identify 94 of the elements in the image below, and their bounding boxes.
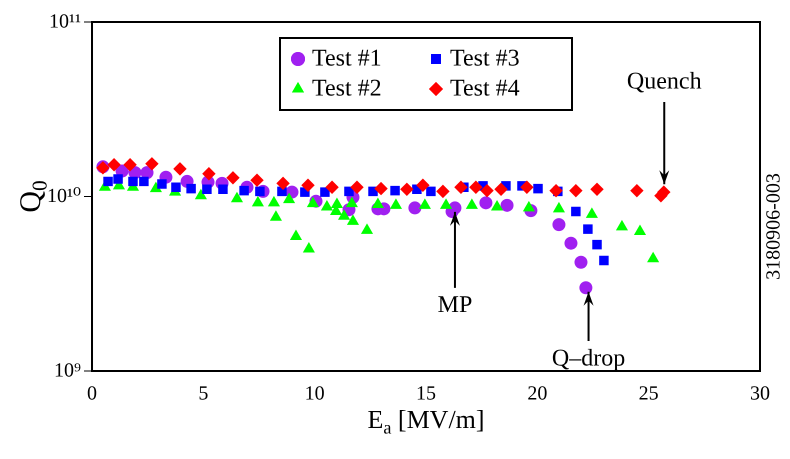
point bbox=[320, 187, 330, 197]
point bbox=[361, 224, 373, 234]
point bbox=[276, 176, 290, 190]
point bbox=[436, 184, 450, 198]
point bbox=[103, 176, 113, 186]
point bbox=[372, 198, 384, 208]
point bbox=[416, 178, 430, 192]
point bbox=[252, 196, 264, 206]
point bbox=[586, 208, 598, 218]
point bbox=[326, 180, 339, 194]
point bbox=[139, 176, 149, 186]
point bbox=[374, 182, 388, 196]
point bbox=[500, 198, 514, 212]
point bbox=[202, 167, 216, 180]
point bbox=[469, 180, 482, 194]
point bbox=[307, 197, 319, 208]
point bbox=[426, 186, 436, 196]
point bbox=[124, 158, 137, 172]
point bbox=[408, 201, 422, 214]
point bbox=[173, 162, 186, 176]
annotation: Quench bbox=[626, 68, 702, 94]
point bbox=[533, 184, 543, 194]
legend-label: Test #3 bbox=[450, 45, 520, 72]
point bbox=[226, 171, 240, 184]
text: 3180906-003 bbox=[762, 173, 784, 280]
point bbox=[574, 256, 588, 269]
point bbox=[202, 184, 212, 194]
point bbox=[113, 174, 123, 184]
point bbox=[108, 158, 121, 172]
point bbox=[157, 179, 167, 189]
point bbox=[440, 198, 452, 209]
x-tick-label: 20 bbox=[527, 382, 548, 404]
point bbox=[569, 184, 582, 198]
point bbox=[346, 197, 358, 208]
point bbox=[283, 193, 295, 204]
point bbox=[347, 214, 359, 225]
point bbox=[553, 202, 565, 212]
point bbox=[400, 182, 414, 196]
x-tick-label: 5 bbox=[198, 382, 208, 404]
point bbox=[552, 218, 566, 232]
point bbox=[195, 189, 207, 200]
point bbox=[630, 184, 644, 198]
point bbox=[564, 236, 578, 250]
annotation: MP bbox=[438, 292, 472, 318]
point bbox=[479, 196, 492, 210]
point bbox=[218, 184, 228, 194]
point bbox=[145, 157, 158, 170]
point bbox=[523, 201, 535, 212]
point bbox=[466, 198, 478, 209]
point bbox=[268, 196, 280, 206]
point bbox=[583, 224, 593, 234]
point bbox=[599, 256, 609, 266]
x-tick-label: 30 bbox=[750, 382, 770, 404]
point bbox=[454, 180, 468, 194]
point bbox=[390, 186, 400, 196]
point bbox=[344, 186, 354, 196]
legend-label: Test #4 bbox=[450, 75, 520, 102]
y-tick-label: 10¹¹ bbox=[49, 10, 82, 32]
point bbox=[419, 198, 431, 209]
point bbox=[616, 220, 628, 230]
point bbox=[301, 178, 314, 192]
point bbox=[550, 184, 563, 198]
point bbox=[270, 210, 282, 221]
point bbox=[579, 281, 592, 294]
legend-label: Test #1 bbox=[312, 45, 382, 72]
point bbox=[390, 198, 402, 209]
point bbox=[171, 182, 181, 192]
point bbox=[128, 176, 138, 186]
annotation: Q–drop bbox=[552, 345, 626, 372]
point bbox=[239, 186, 249, 196]
x-tick-label: 25 bbox=[638, 382, 659, 404]
point bbox=[590, 182, 604, 196]
legend-label: Test #2 bbox=[312, 75, 382, 102]
point bbox=[331, 198, 343, 208]
point bbox=[520, 180, 534, 194]
point bbox=[350, 180, 364, 194]
point bbox=[186, 184, 196, 194]
point bbox=[480, 184, 494, 198]
point bbox=[647, 252, 659, 262]
point bbox=[338, 210, 350, 220]
point bbox=[250, 174, 264, 187]
x-tick-label: 15 bbox=[416, 382, 436, 404]
point bbox=[494, 182, 508, 196]
point bbox=[290, 230, 302, 240]
point bbox=[571, 206, 581, 216]
point bbox=[303, 242, 315, 253]
y-tick-label: 10⁹ bbox=[54, 359, 82, 382]
point bbox=[634, 225, 646, 236]
x-tick-label: 0 bbox=[87, 382, 98, 404]
x-tick-label: 10 bbox=[304, 382, 325, 404]
point bbox=[321, 200, 333, 211]
point bbox=[231, 192, 243, 202]
point bbox=[592, 240, 602, 250]
point bbox=[491, 200, 503, 211]
